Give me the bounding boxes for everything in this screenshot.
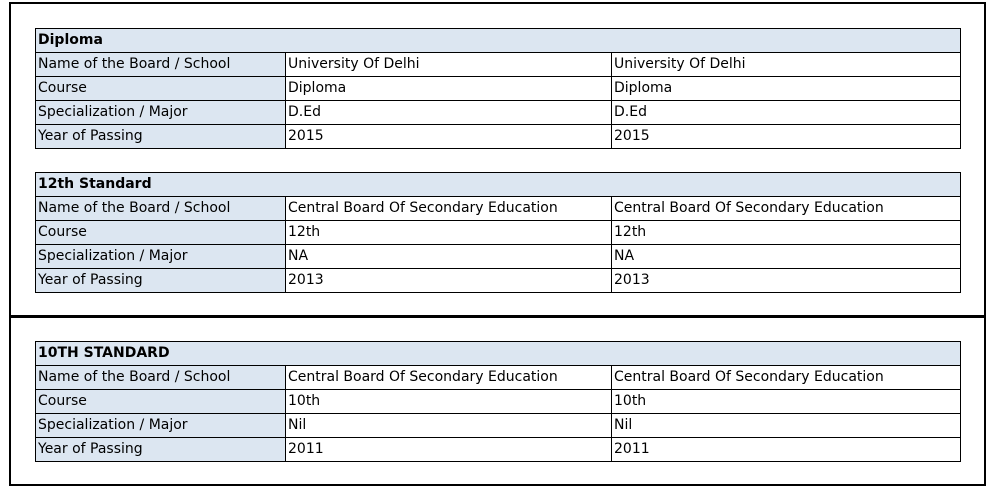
- row-label: Name of the Board / School: [35, 52, 286, 77]
- table-header-row: Diploma: [34, 28, 962, 53]
- table-row: Course 12th 12th: [35, 220, 962, 245]
- row-value: D.Ed: [285, 100, 612, 125]
- row-value: University Of Delhi: [610, 52, 962, 77]
- row-value: 2015: [285, 124, 612, 149]
- table-row: Year of Passing 2011 2011: [35, 437, 961, 462]
- row-value: 2011: [285, 437, 612, 462]
- 12th-standard-table: 12th Standard Name of the Board / School…: [34, 172, 962, 293]
- row-value: Central Board Of Secondary Education: [285, 365, 612, 390]
- table-row: Year of Passing 2013 2013: [35, 268, 962, 293]
- row-label: Year of Passing: [35, 124, 286, 149]
- table-row: Name of the Board / School Central Board…: [35, 365, 961, 390]
- row-value: 2011: [611, 437, 961, 462]
- table-row: Course 10th 10th: [35, 389, 961, 414]
- row-value: Nil: [611, 413, 961, 438]
- section-title: 12th Standard: [34, 172, 962, 197]
- row-label: Name of the Board / School: [35, 196, 286, 221]
- section-frame-bottom: [9, 316, 986, 486]
- row-value: Nil: [285, 413, 612, 438]
- row-label: Course: [35, 220, 286, 245]
- table-row: Name of the Board / School University Of…: [35, 52, 962, 77]
- row-label: Name of the Board / School: [35, 365, 286, 390]
- table-row: Specialization / Major Nil Nil: [35, 413, 961, 438]
- row-label: Specialization / Major: [35, 244, 286, 269]
- row-value: 2015: [610, 124, 962, 149]
- row-value: Central Board Of Secondary Education: [285, 196, 612, 221]
- table-header-row: 12th Standard: [34, 172, 962, 197]
- row-value: 2013: [285, 268, 612, 293]
- row-value: D.Ed: [610, 100, 962, 125]
- row-label: Course: [35, 389, 286, 414]
- row-value: University Of Delhi: [285, 52, 612, 77]
- table-row: Course Diploma Diploma: [35, 76, 962, 101]
- table-row: Year of Passing 2015 2015: [35, 124, 962, 149]
- row-value: Diploma: [285, 76, 612, 101]
- row-value: 2013: [610, 268, 962, 293]
- row-value: Central Board Of Secondary Education: [610, 196, 962, 221]
- row-label: Year of Passing: [35, 437, 286, 462]
- row-value: 12th: [610, 220, 962, 245]
- table-row: Specialization / Major D.Ed D.Ed: [35, 100, 962, 125]
- row-label: Specialization / Major: [35, 100, 286, 125]
- table-row: Specialization / Major NA NA: [35, 244, 962, 269]
- row-label: Specialization / Major: [35, 413, 286, 438]
- table-row: Name of the Board / School Central Board…: [35, 196, 962, 221]
- row-value: 12th: [285, 220, 612, 245]
- table-header-row: 10TH STANDARD: [35, 341, 961, 366]
- row-value: Central Board Of Secondary Education: [611, 365, 961, 390]
- row-label: Course: [35, 76, 286, 101]
- row-value: Diploma: [610, 76, 962, 101]
- row-label: Year of Passing: [35, 268, 286, 293]
- row-value: NA: [610, 244, 962, 269]
- row-value: NA: [285, 244, 612, 269]
- row-value: 10th: [285, 389, 612, 414]
- section-title: 10TH STANDARD: [35, 341, 961, 366]
- 10th-standard-table: 10TH STANDARD Name of the Board / School…: [35, 341, 961, 462]
- diploma-table: Diploma Name of the Board / School Unive…: [34, 28, 962, 149]
- row-value: 10th: [611, 389, 961, 414]
- section-title: Diploma: [34, 28, 962, 53]
